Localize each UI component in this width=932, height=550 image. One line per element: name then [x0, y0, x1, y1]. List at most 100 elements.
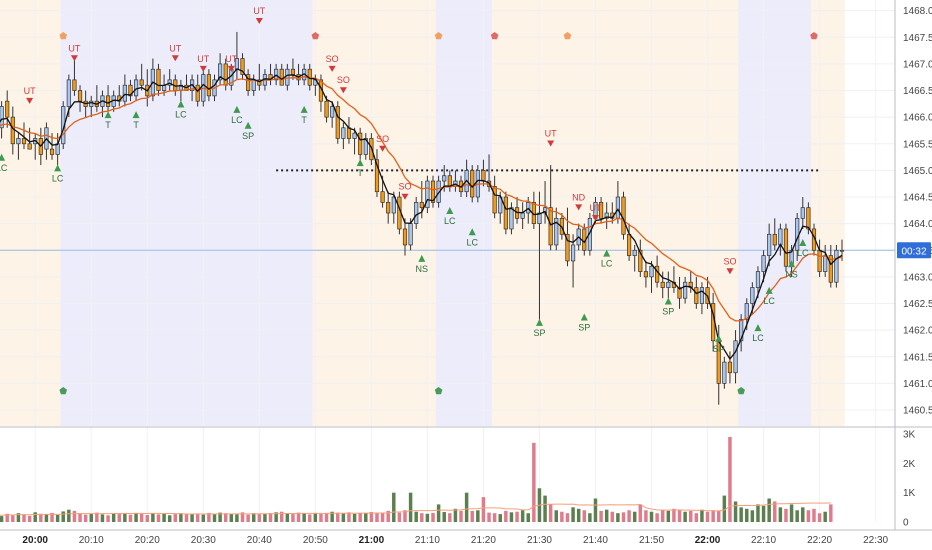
signal-up-triangle — [799, 238, 807, 246]
volume-bar — [823, 511, 827, 522]
volume-bar — [302, 513, 306, 522]
candle-body — [218, 63, 223, 81]
volume-bar — [638, 504, 643, 522]
candle-body — [817, 249, 822, 272]
candle-body — [447, 175, 452, 187]
volume-bar — [644, 510, 648, 522]
candle-body — [27, 143, 32, 150]
volume-bar — [621, 512, 626, 522]
signals: LC UT LC UT T T UT LC UT UT LC SP UT T SO SO T SO SO NS LC LC… — [0, 6, 818, 395]
bottom-marker — [737, 387, 745, 395]
volume-bar — [285, 513, 290, 522]
volume-bar — [548, 504, 553, 522]
signal-label: LC — [763, 296, 775, 306]
time-tick-label: 21:00 — [359, 535, 385, 546]
candle-body — [285, 68, 290, 86]
signal-down-triangle — [726, 268, 734, 275]
signal-label: T — [105, 120, 111, 130]
time-tick-label: 22:20 — [807, 535, 832, 546]
signal-down-triangle — [227, 65, 235, 72]
candle-body — [677, 287, 682, 299]
volume-bar — [212, 514, 217, 522]
candle-body — [744, 303, 749, 320]
time-tick-label: 21:20 — [471, 535, 496, 546]
volume-bar — [532, 442, 536, 522]
signal-label: LC — [797, 248, 809, 258]
candle-body — [548, 207, 553, 246]
signal-label: LC — [444, 216, 456, 226]
signal-label: SP — [242, 131, 254, 141]
volume-bar — [436, 504, 441, 522]
volume-bar — [95, 512, 99, 522]
candle-body — [128, 84, 133, 97]
volume-bar — [700, 509, 704, 522]
signal-up-triangle — [664, 297, 672, 305]
candle-body — [587, 217, 592, 251]
volume-bar — [420, 513, 424, 522]
candle-body — [330, 106, 335, 118]
candle-body — [570, 244, 576, 262]
volume-bar — [520, 510, 525, 522]
signal-label: UT — [197, 54, 209, 64]
volume-bar — [358, 512, 362, 522]
candle-body — [666, 281, 671, 288]
candle-body — [335, 106, 340, 139]
candle-body — [442, 175, 447, 182]
volume-bar — [22, 514, 26, 522]
signal-down-triangle — [339, 87, 347, 94]
current-price-label: 00:32 — [901, 246, 926, 257]
candle-body — [425, 180, 430, 209]
volume-tick-label: 0 — [903, 518, 909, 529]
top-marker — [563, 32, 572, 40]
candle-body — [503, 196, 508, 230]
candle-body — [565, 233, 570, 262]
volume-bar — [717, 510, 721, 522]
candle-body — [834, 249, 839, 283]
price-tick-label: 1464.0 — [903, 219, 932, 230]
signal-label: T — [133, 120, 139, 130]
candle-body — [806, 207, 811, 230]
volume-bar — [330, 511, 334, 522]
candle-body — [739, 319, 744, 342]
candle-body — [352, 132, 357, 139]
volume-bar — [588, 513, 592, 522]
signal-label: LC — [466, 237, 478, 247]
volume-bar — [795, 510, 799, 522]
signal-label: UT — [225, 54, 237, 64]
volume-bar — [442, 512, 446, 522]
signal-label: LC — [0, 163, 8, 173]
volume-bar — [403, 510, 407, 522]
volume-bar — [683, 511, 687, 522]
volume-bar — [235, 514, 239, 522]
volume-bar — [756, 504, 760, 522]
candle-body — [470, 170, 475, 198]
top-marker — [311, 32, 320, 40]
signal-label: SP — [713, 344, 725, 354]
candle-body — [823, 255, 828, 272]
time-tick-label: 20:10 — [79, 535, 104, 546]
time-tick-label: 21:10 — [415, 535, 440, 546]
volume-bar — [33, 512, 37, 522]
volume-bar — [55, 514, 60, 522]
signal-label: SO — [326, 54, 339, 64]
candle-body — [627, 233, 632, 256]
volume-bar — [380, 513, 385, 522]
volume-bar — [453, 508, 458, 522]
volume-bar — [151, 513, 155, 522]
signal-up-triangle — [418, 254, 426, 262]
volume-bar — [649, 511, 654, 522]
candle-body — [683, 281, 688, 299]
candle-body — [206, 74, 211, 97]
volume-bar — [784, 508, 788, 522]
signal-up-triangle — [468, 228, 476, 236]
slow-moving-average — [0, 76, 843, 322]
candle-body — [346, 127, 352, 139]
candle-body — [290, 68, 296, 75]
candle-body — [526, 202, 531, 214]
price-tick-label: 1462.5 — [903, 299, 932, 310]
candle-body — [554, 217, 559, 246]
volume-bar — [722, 495, 727, 522]
volume-bar — [27, 515, 32, 522]
